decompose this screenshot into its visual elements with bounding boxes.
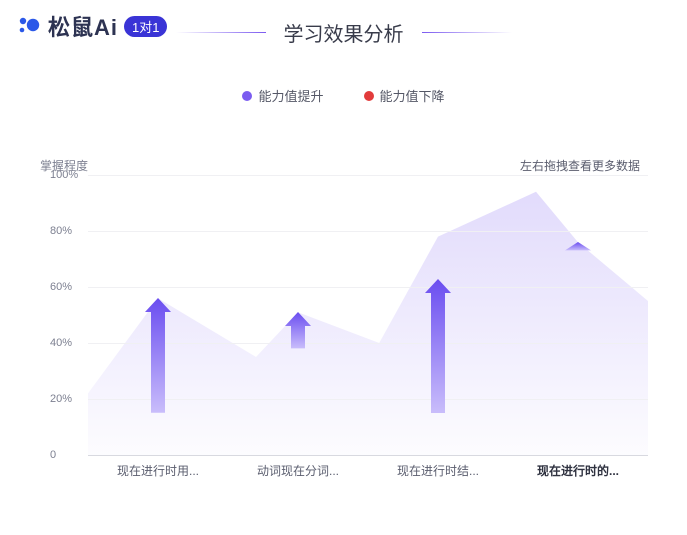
brand-badge: 1对1: [124, 16, 167, 37]
y-tick-label: 20%: [50, 393, 72, 405]
chart-area-fill: [88, 175, 648, 455]
legend: 能力值提升 能力值下降: [0, 86, 687, 105]
legend-label-up: 能力值提升: [258, 86, 323, 105]
arrow-up-icon: [285, 312, 311, 348]
y-tick-label: 60%: [50, 281, 72, 293]
drag-hint: 左右拖拽查看更多数据: [520, 157, 640, 174]
grid-line: [88, 175, 648, 176]
grid-line: [88, 231, 648, 232]
x-tick-label: 动词现在分词...: [228, 462, 368, 479]
arrow-up-icon: [565, 242, 591, 250]
chart[interactable]: 掌握程度 左右拖拽查看更多数据 现在进行时用...动词现在分词...现在进行时结…: [50, 175, 650, 475]
legend-item-down: 能力值下降: [364, 86, 445, 105]
chart-plot-area[interactable]: 现在进行时用...动词现在分词...现在进行时结...现在进行时的... 020…: [88, 175, 648, 455]
grid-line: [88, 399, 648, 400]
brand-header: 松鼠Ai 1对1: [0, 0, 687, 44]
legend-swatch-down-icon: [364, 91, 374, 101]
x-tick-label: 现在进行时的...: [508, 462, 648, 479]
y-tick-label: 0: [50, 449, 56, 461]
x-tick-label: 现在进行时用...: [88, 462, 228, 479]
arrow-up-icon: [425, 279, 451, 413]
brand-logo-icon: [16, 13, 42, 39]
x-axis-labels: 现在进行时用...动词现在分词...现在进行时结...现在进行时的...: [88, 462, 648, 479]
x-axis-line: [88, 455, 648, 456]
y-tick-label: 80%: [50, 225, 72, 237]
x-tick-label: 现在进行时结...: [368, 462, 508, 479]
legend-item-up: 能力值提升: [242, 86, 323, 105]
legend-swatch-up-icon: [242, 91, 252, 101]
y-tick-label: 40%: [50, 337, 72, 349]
arrow-up-icon: [145, 298, 171, 413]
brand-name: 松鼠Ai: [48, 10, 118, 42]
grid-line: [88, 343, 648, 344]
grid-line: [88, 287, 648, 288]
legend-label-down: 能力值下降: [380, 86, 445, 105]
y-tick-label: 100%: [50, 169, 78, 181]
